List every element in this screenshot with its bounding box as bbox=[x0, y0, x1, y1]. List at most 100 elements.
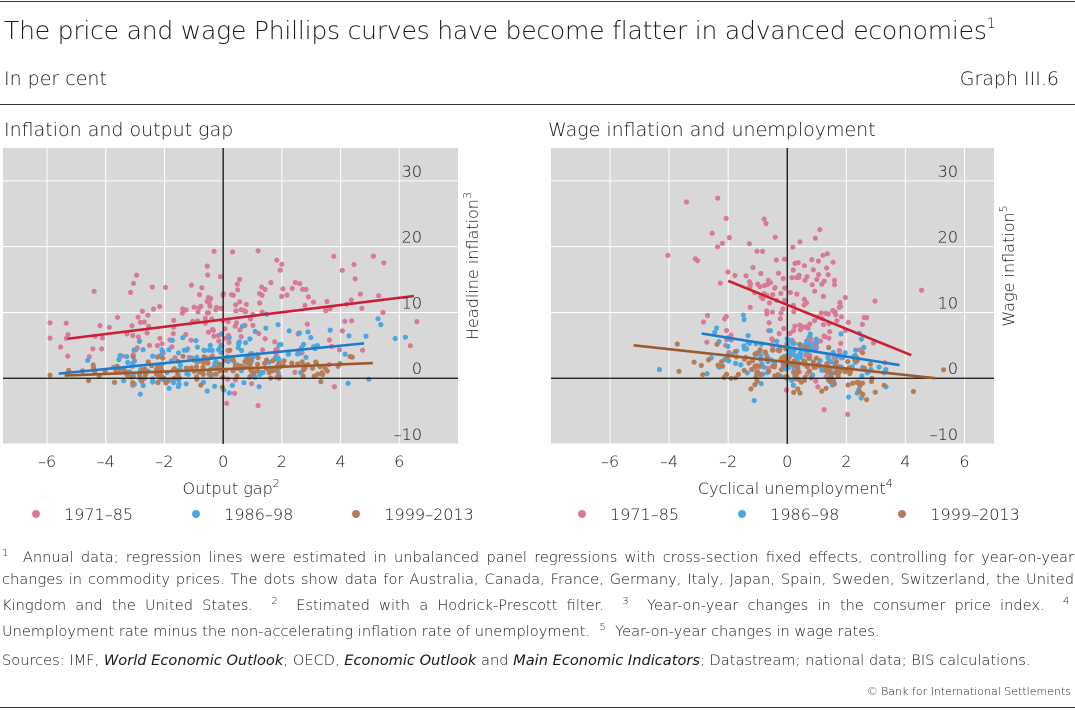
left-point-1971–85 bbox=[255, 403, 261, 409]
left-point-1999–2013 bbox=[139, 378, 145, 384]
right-point-1986–98 bbox=[738, 362, 744, 368]
right-point-1999–2013 bbox=[845, 359, 851, 365]
left-point-1971–85 bbox=[380, 309, 386, 316]
left-y-axis-label: Headline inflation3 bbox=[461, 192, 482, 340]
left-point-1971–85 bbox=[279, 261, 285, 267]
right-y-tick-label: 10 bbox=[938, 293, 958, 312]
left-point-1986–98 bbox=[346, 333, 352, 339]
left-point-1971–85 bbox=[99, 335, 105, 341]
right-point-1971–85 bbox=[820, 322, 827, 328]
left-point-1971–85 bbox=[233, 320, 240, 326]
right-point-1971–85 bbox=[803, 300, 810, 306]
left-point-1971–85 bbox=[172, 355, 178, 361]
left-point-1986–98 bbox=[193, 338, 199, 344]
right-point-1999–2013 bbox=[813, 355, 819, 361]
right-point-1971–85 bbox=[763, 220, 769, 227]
left-point-1971–85 bbox=[170, 331, 176, 337]
right-point-1986–98 bbox=[751, 397, 757, 404]
left-point-1986–98 bbox=[212, 383, 218, 389]
left-point-1971–85 bbox=[349, 318, 355, 324]
right-point-1999–2013 bbox=[824, 361, 830, 367]
legend-marker-1971-85 bbox=[32, 510, 40, 518]
right-point-1999–2013 bbox=[754, 350, 760, 356]
left-point-1999–2013 bbox=[270, 358, 276, 364]
right-point-1999–2013 bbox=[741, 367, 747, 373]
right-point-1999–2013 bbox=[757, 363, 763, 370]
left-point-1986–98 bbox=[301, 341, 307, 347]
right-point-1971–85 bbox=[783, 387, 789, 393]
left-point-1999–2013 bbox=[47, 372, 53, 378]
right-point-1986–98 bbox=[787, 348, 793, 354]
left-point-1986–98 bbox=[256, 384, 262, 390]
left-point-1971–85 bbox=[97, 323, 103, 329]
right-y-tick-label: 30 bbox=[938, 162, 958, 181]
right-point-1986–98 bbox=[758, 381, 764, 387]
right-point-1986–98 bbox=[842, 350, 848, 356]
left-point-1986–98 bbox=[177, 362, 183, 368]
left-point-1971–85 bbox=[65, 353, 71, 359]
right-point-1999–2013 bbox=[834, 370, 840, 376]
left-point-1971–85 bbox=[235, 287, 241, 293]
right-point-1986–98 bbox=[807, 331, 813, 337]
left-point-1971–85 bbox=[180, 306, 186, 312]
left-point-1986–98 bbox=[375, 316, 381, 322]
right-point-1999–2013 bbox=[735, 371, 742, 377]
left-point-1999–2013 bbox=[311, 373, 317, 379]
left-point-1971–85 bbox=[257, 291, 263, 297]
left-point-1999–2013 bbox=[230, 357, 236, 363]
right-point-1971–85 bbox=[859, 321, 865, 327]
left-point-1971–85 bbox=[234, 281, 240, 287]
right-point-1971–85 bbox=[820, 252, 826, 258]
right-point-1971–85 bbox=[831, 277, 838, 283]
left-point-1971–85 bbox=[129, 323, 135, 329]
left-point-1971–85 bbox=[414, 319, 420, 325]
left-point-1999–2013 bbox=[262, 360, 268, 366]
chart-title: The price and wage Phillips curves have … bbox=[4, 16, 996, 45]
right-point-1971–85 bbox=[694, 258, 701, 264]
left-point-1971–85 bbox=[179, 310, 185, 316]
right-point-1999–2013 bbox=[823, 385, 829, 391]
right-point-1986–98 bbox=[808, 345, 814, 351]
left-point-1986–98 bbox=[183, 381, 189, 387]
right-point-1971–85 bbox=[838, 314, 844, 320]
right-point-1971–85 bbox=[780, 275, 786, 282]
left-point-1971–85 bbox=[204, 298, 210, 304]
right-point-1971–85 bbox=[665, 252, 671, 258]
left-point-1971–85 bbox=[310, 299, 317, 305]
right-y-tick-label: 20 bbox=[938, 228, 958, 247]
right-point-1971–85 bbox=[770, 292, 776, 298]
left-point-1986–98 bbox=[184, 347, 190, 353]
left-point-1971–85 bbox=[226, 339, 232, 345]
left-point-1971–85 bbox=[130, 280, 137, 286]
left-point-1971–85 bbox=[237, 327, 243, 333]
right-x-tick-label: 0 bbox=[782, 452, 792, 471]
left-point-1986–98 bbox=[239, 347, 245, 354]
right-point-1971–85 bbox=[842, 294, 848, 301]
left-point-1971–85 bbox=[208, 296, 214, 302]
left-point-1986–98 bbox=[117, 353, 123, 359]
right-point-1971–85 bbox=[818, 338, 824, 344]
right-point-1999–2013 bbox=[770, 363, 776, 369]
right-point-1999–2013 bbox=[794, 363, 800, 369]
left-point-1986–98 bbox=[166, 347, 172, 353]
right-regression-line-1971–85 bbox=[727, 279, 912, 357]
right-point-1971–85 bbox=[719, 240, 725, 246]
left-point-1986–98 bbox=[241, 380, 247, 386]
right-point-1971–85 bbox=[722, 316, 728, 322]
right-point-1999–2013 bbox=[797, 341, 803, 348]
left-point-1971–85 bbox=[135, 314, 141, 320]
right-point-1971–85 bbox=[797, 327, 803, 333]
left-point-1971–85 bbox=[224, 400, 230, 406]
left-point-1986–98 bbox=[276, 342, 282, 348]
right-point-1971–85 bbox=[781, 325, 787, 332]
right-point-1971–85 bbox=[823, 310, 829, 316]
right-point-1971–85 bbox=[773, 257, 779, 263]
left-point-1971–85 bbox=[238, 334, 244, 340]
left-point-1986–98 bbox=[285, 351, 291, 357]
right-point-1999–2013 bbox=[700, 372, 706, 378]
left-point-1986–98 bbox=[305, 329, 311, 335]
left-point-1999–2013 bbox=[273, 367, 279, 373]
right-point-1986–98 bbox=[767, 328, 773, 334]
left-point-1971–85 bbox=[243, 301, 249, 307]
right-point-1999–2013 bbox=[715, 362, 721, 368]
